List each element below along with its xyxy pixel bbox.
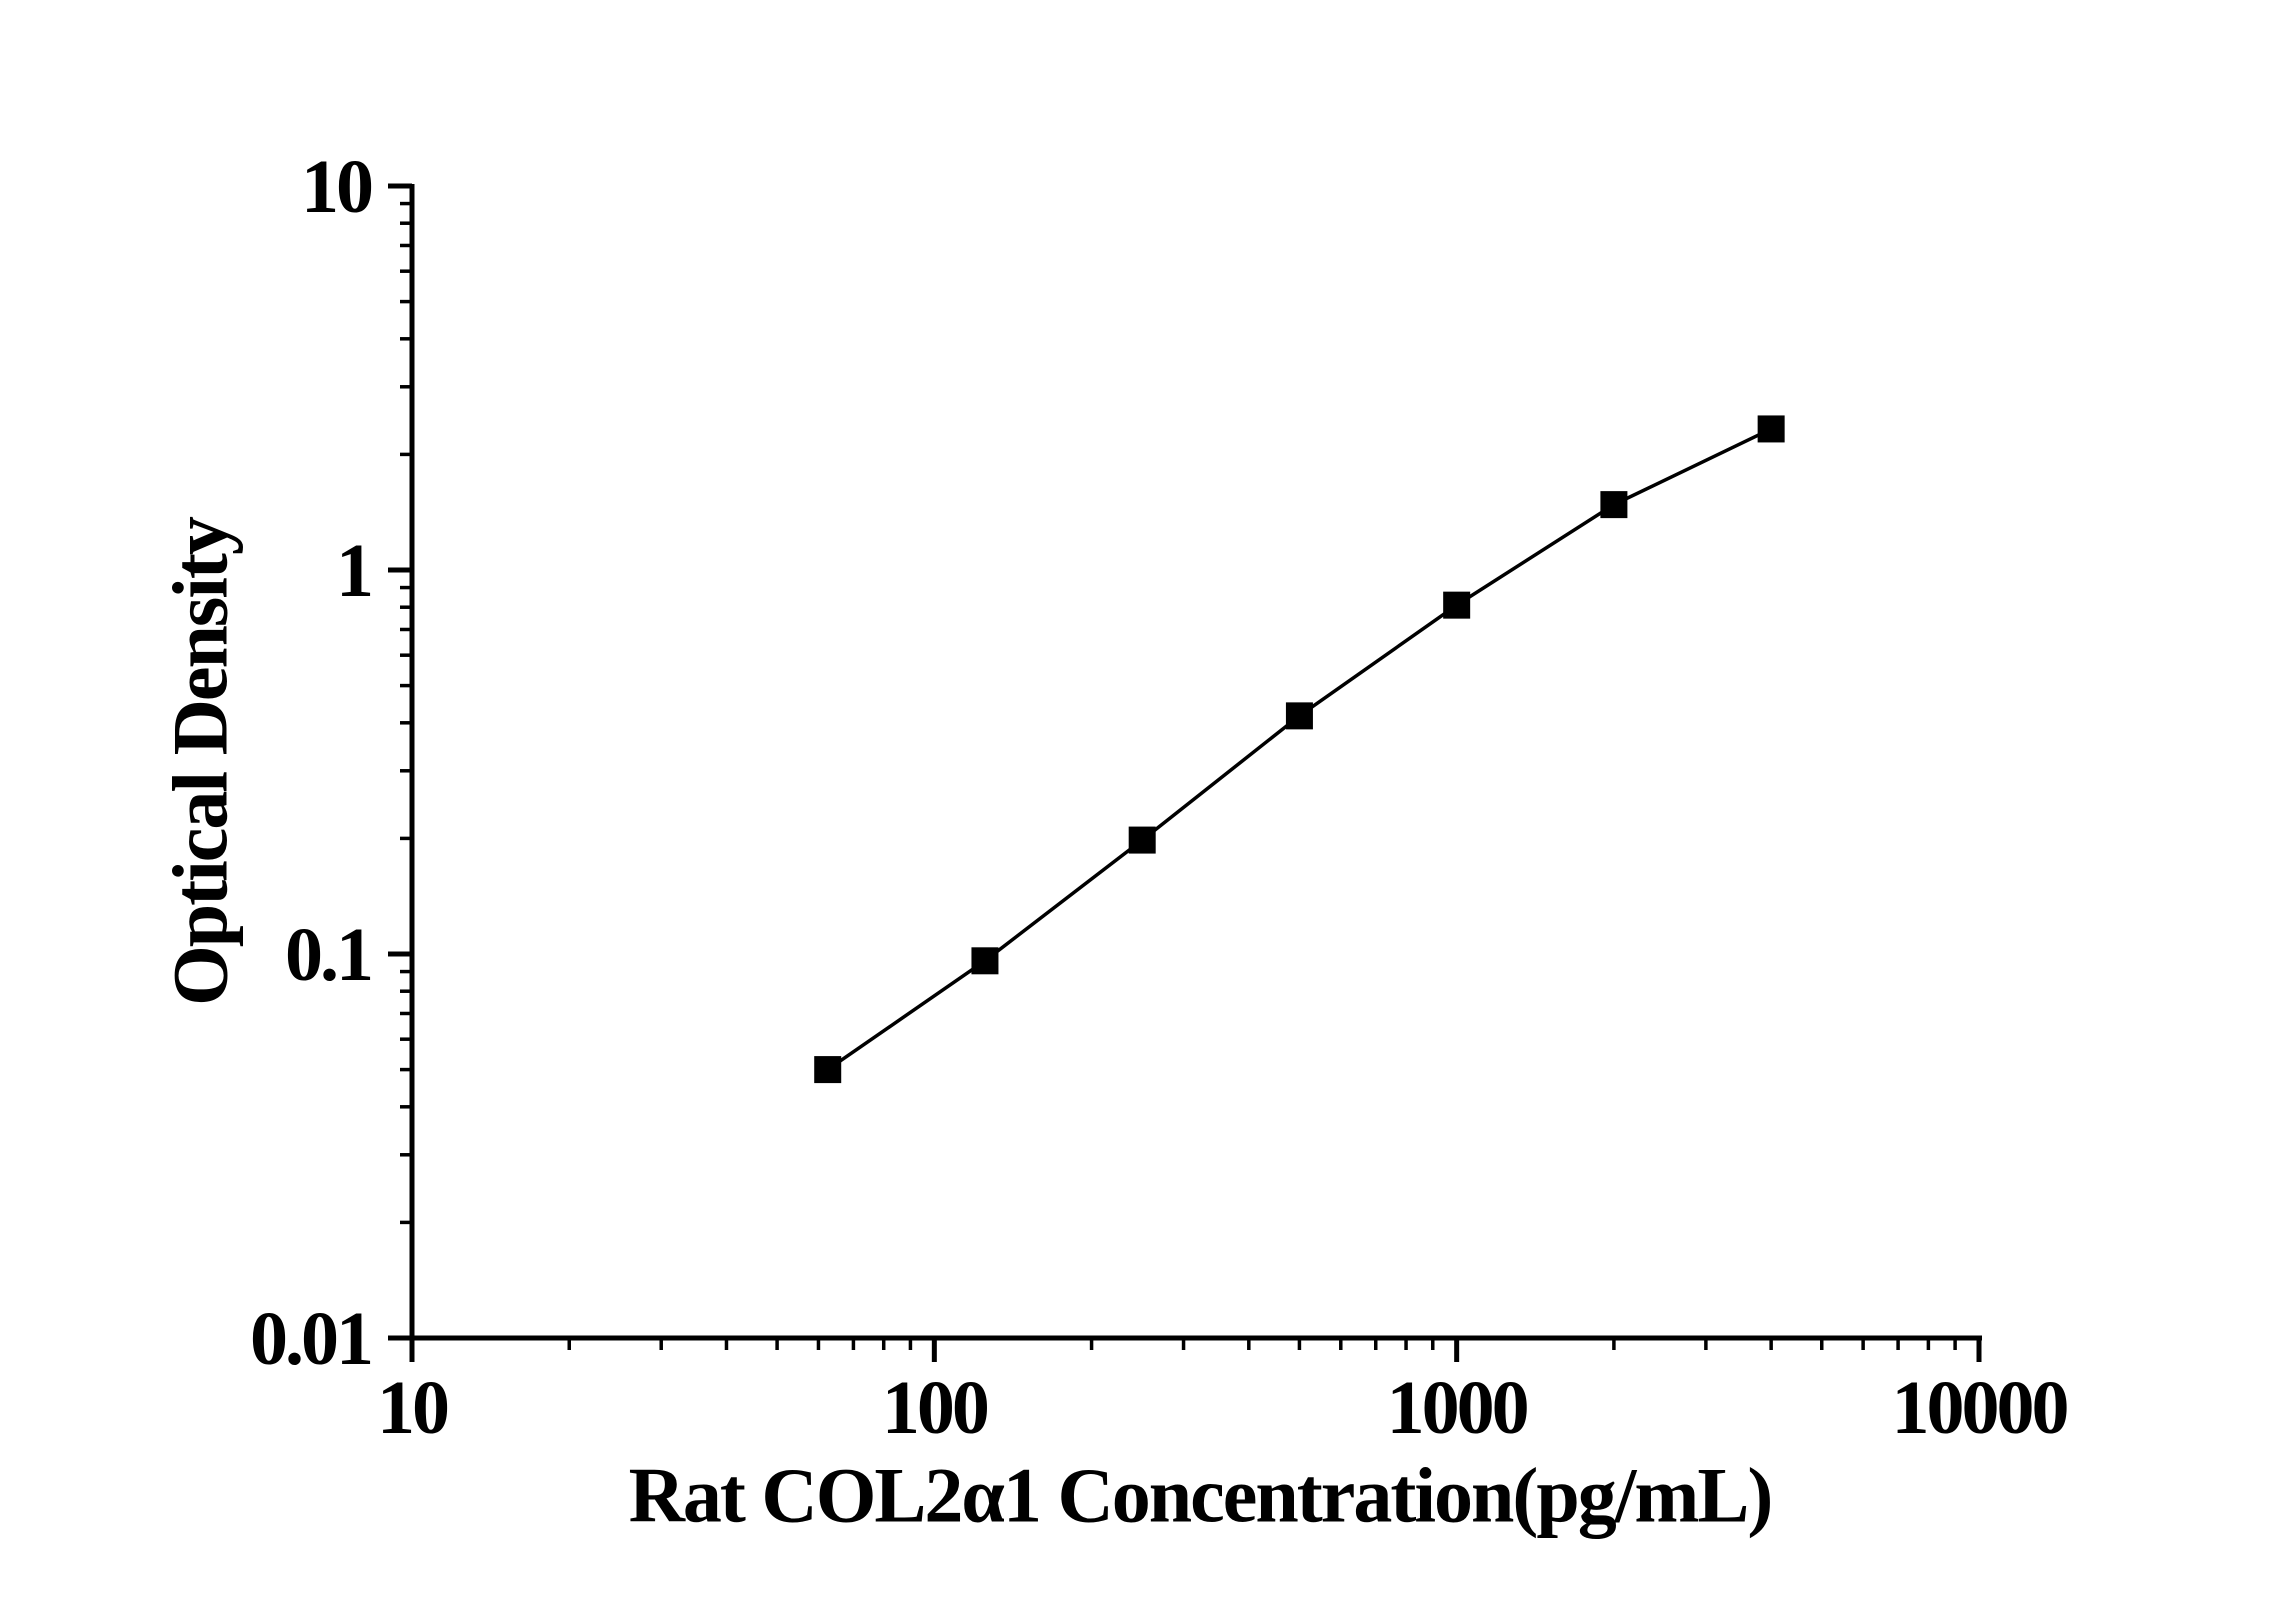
y-axis-tick-label: 0.1: [285, 913, 371, 997]
y-axis-tick-label: 1: [336, 529, 371, 613]
data-point-marker: [1443, 591, 1471, 619]
data-point-marker: [1285, 702, 1313, 730]
data-point-marker: [1600, 491, 1628, 519]
y-axis-tick-label: 0.01: [250, 1297, 371, 1381]
x-axis-tick-label: 100: [882, 1366, 988, 1450]
data-point-marker: [1128, 826, 1156, 854]
y-axis-title: Optical Density: [157, 516, 244, 1006]
data-point-marker: [1757, 415, 1785, 443]
series-line: [826, 427, 1772, 1072]
data-point-marker: [814, 1056, 842, 1084]
data-point-marker: [971, 947, 999, 975]
x-axis-tick-label: 1000: [1387, 1366, 1528, 1450]
x-axis-tick-label: 10: [377, 1366, 448, 1450]
y-axis-tick-label: 10: [301, 145, 372, 229]
x-axis-tick-label: 10000: [1892, 1366, 2068, 1450]
x-axis-title: Rat COL2α1 Concentration(pg/mL): [629, 1452, 1772, 1539]
plot-area: 10 100 1000 10000 0.01 0.1 1 10: [250, 145, 2071, 1450]
